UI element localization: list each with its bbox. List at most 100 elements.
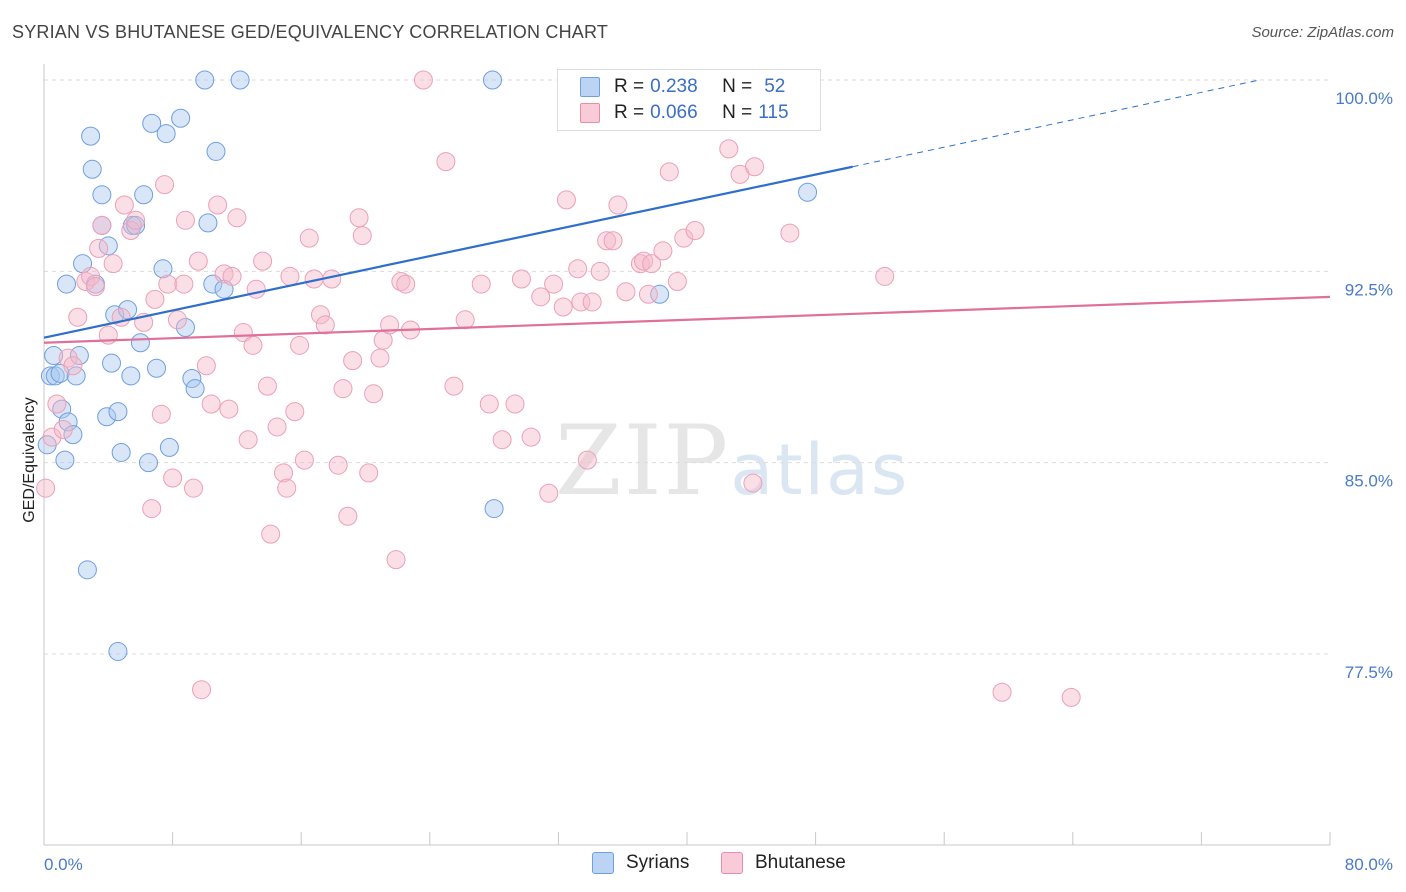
y-axis-title: GED/Equivalency bbox=[21, 397, 38, 522]
syrians-trend-extension bbox=[852, 79, 1260, 168]
y-tick-label: 77.5% bbox=[1345, 663, 1393, 682]
bhutanese-point bbox=[261, 524, 281, 544]
bhutanese-point bbox=[238, 430, 258, 450]
bhutanese-point bbox=[521, 427, 541, 447]
syrians-point bbox=[138, 453, 158, 473]
bhutanese-point bbox=[455, 310, 475, 330]
bhutanese-point bbox=[479, 394, 499, 414]
bhutanese-point bbox=[603, 231, 623, 251]
syrians-point bbox=[45, 366, 65, 386]
bhutanese-point bbox=[685, 221, 705, 241]
syrians-point bbox=[55, 450, 75, 470]
bhutanese-point bbox=[544, 274, 564, 294]
syrians-point bbox=[171, 108, 191, 128]
bhutanese-point bbox=[183, 478, 203, 498]
bhutanese-point bbox=[992, 682, 1012, 702]
legend-r-value: 0.238 bbox=[650, 76, 698, 97]
bhutanese-point bbox=[47, 394, 67, 414]
bhutanese-point bbox=[222, 266, 242, 286]
syrians-point bbox=[159, 437, 179, 457]
legend-row-syrians: R = 0.238 N = 52 bbox=[580, 74, 785, 100]
bhutanese-point bbox=[158, 274, 178, 294]
syrians-point bbox=[130, 333, 150, 353]
bhutanese-point bbox=[590, 261, 610, 281]
bhutanese-point bbox=[208, 195, 228, 215]
bhutanese-point bbox=[294, 450, 314, 470]
bhutanese-point bbox=[436, 152, 456, 172]
y-tick-label: 92.5% bbox=[1345, 280, 1393, 299]
gridlines bbox=[44, 79, 1330, 655]
bhutanese-point bbox=[315, 315, 335, 335]
syrians-point bbox=[650, 284, 670, 304]
bhutanese-point bbox=[359, 463, 379, 483]
bhutanese-point bbox=[333, 379, 353, 399]
legend-item-syrians[interactable]: Syrians bbox=[592, 852, 689, 874]
bhutanese-point bbox=[277, 478, 297, 498]
bhutanese-point bbox=[616, 282, 636, 302]
bhutanese-point bbox=[243, 335, 263, 355]
bhutanese-point bbox=[42, 427, 62, 447]
bhutanese-point bbox=[85, 277, 105, 297]
bhutanese-point bbox=[167, 310, 187, 330]
bhutanese-point bbox=[608, 195, 628, 215]
syrians-point bbox=[102, 353, 122, 373]
syrians-point bbox=[66, 366, 86, 386]
bhutanese-point bbox=[396, 274, 416, 294]
bhutanese-point bbox=[36, 478, 56, 498]
syrians-point bbox=[484, 499, 504, 519]
syrians-point bbox=[77, 560, 97, 580]
trend-lines bbox=[43, 79, 1331, 344]
bhutanese-point bbox=[103, 254, 123, 274]
bhutanese-point bbox=[145, 289, 165, 309]
chart-title: SYRIAN VS BHUTANESE GED/EQUIVALENCY CORR… bbox=[12, 22, 609, 42]
bhutanese-points bbox=[36, 70, 1081, 707]
syrians-point bbox=[798, 182, 818, 202]
syrians-point bbox=[111, 442, 131, 462]
bhutanese-point bbox=[719, 139, 739, 159]
bhutanese-point bbox=[1061, 687, 1081, 707]
syrians-point bbox=[92, 185, 112, 205]
axes bbox=[43, 64, 1331, 846]
syrians-trend-line bbox=[43, 165, 853, 339]
bhutanese-point bbox=[290, 335, 310, 355]
bhutanese-point bbox=[568, 259, 588, 279]
bhutanese-point bbox=[280, 266, 300, 286]
legend-swatch-bhutanese bbox=[580, 103, 600, 123]
syrians-point bbox=[175, 317, 195, 337]
legend-item-bhutanese[interactable]: Bhutanese bbox=[721, 852, 846, 874]
bhutanese-point bbox=[188, 251, 208, 271]
y-tick-label: 85.0% bbox=[1345, 472, 1393, 491]
syrians-label: Syrians bbox=[626, 852, 690, 873]
syrians-point bbox=[121, 366, 141, 386]
bhutanese-point bbox=[163, 468, 183, 488]
bhutanese-point bbox=[175, 210, 195, 230]
syrians-point bbox=[206, 141, 226, 161]
bhutanese-point bbox=[571, 292, 591, 312]
syrians-swatch bbox=[592, 852, 614, 874]
bhutanese-point bbox=[553, 297, 573, 317]
legend-r-value: 0.066 bbox=[650, 102, 698, 123]
bhutanese-point bbox=[343, 351, 363, 371]
bhutanese-point bbox=[151, 404, 171, 424]
source-label: Source: ZipAtlas.com bbox=[1251, 24, 1394, 41]
bhutanese-point bbox=[556, 190, 576, 210]
bhutanese-point bbox=[630, 254, 650, 274]
bhutanese-point bbox=[155, 175, 175, 195]
bhutanese-point bbox=[89, 238, 109, 258]
bhutanese-point bbox=[274, 463, 294, 483]
bhutanese-point bbox=[634, 251, 654, 271]
bhutanese-point bbox=[219, 399, 239, 419]
bhutanese-point bbox=[391, 272, 411, 292]
syrians-point bbox=[147, 358, 167, 378]
bhutanese-point bbox=[349, 208, 369, 228]
syrians-point bbox=[134, 185, 154, 205]
y-tick-label: 100.0% bbox=[1335, 89, 1393, 108]
bhutanese-point bbox=[745, 157, 765, 177]
bhutanese-point bbox=[233, 323, 253, 343]
legend-n-label: N = bbox=[722, 102, 753, 123]
bhutanese-point bbox=[743, 473, 763, 493]
legend-n-value: 52 bbox=[764, 76, 786, 97]
bhutanese-point bbox=[875, 266, 895, 286]
bhutanese-point bbox=[68, 307, 88, 327]
